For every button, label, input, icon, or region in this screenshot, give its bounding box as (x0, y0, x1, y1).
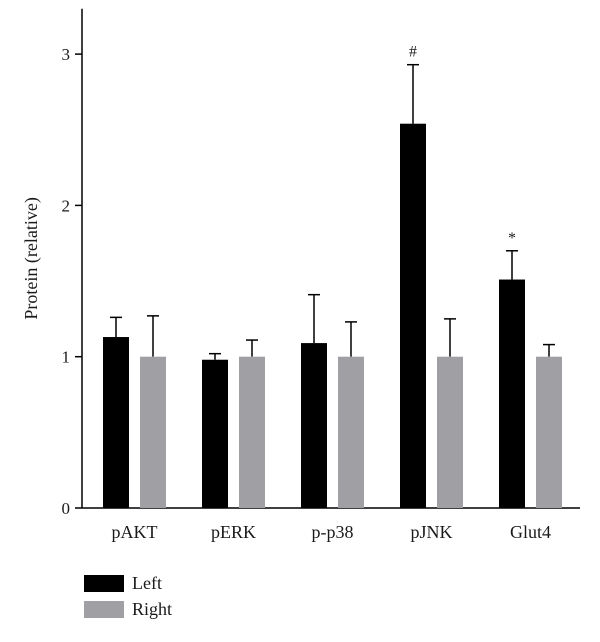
legend: Left Right (84, 570, 172, 622)
x-tick-label-1: pERK (211, 522, 256, 542)
legend-swatch-right (84, 600, 124, 618)
bar-right-3 (437, 356, 463, 508)
legend-label-right: Right (132, 598, 173, 619)
y-tick-label-3: 3 (62, 45, 71, 64)
x-tick-label-2: p-p38 (312, 522, 354, 542)
legend-item-left: Left (84, 570, 172, 596)
y-tick-label-0: 0 (62, 499, 71, 518)
bar-right-0 (140, 356, 166, 508)
x-tick-label-0: pAKT (112, 522, 158, 542)
bar-right-2 (338, 356, 364, 508)
bar-left-1 (202, 359, 228, 508)
bar-left-0 (103, 337, 129, 508)
legend-swatch-left (84, 574, 124, 592)
y-tick-label-1: 1 (62, 348, 71, 367)
legend-item-right: Right (84, 596, 172, 622)
y-tick-label-2: 2 (62, 196, 71, 215)
bar-left-3 (400, 123, 426, 508)
bar-right-4 (536, 356, 562, 508)
annotation-0: # (409, 44, 417, 61)
y-axis-title: Protein (relative) (21, 197, 42, 319)
annotation-1: * (508, 230, 516, 247)
x-tick-label-4: Glut4 (510, 522, 551, 542)
bar-left-4 (499, 279, 525, 508)
x-tick-label-3: pJNK (410, 522, 452, 542)
legend-label-left: Left (132, 572, 162, 593)
bar-right-1 (239, 356, 265, 508)
bar-left-2 (301, 343, 327, 508)
